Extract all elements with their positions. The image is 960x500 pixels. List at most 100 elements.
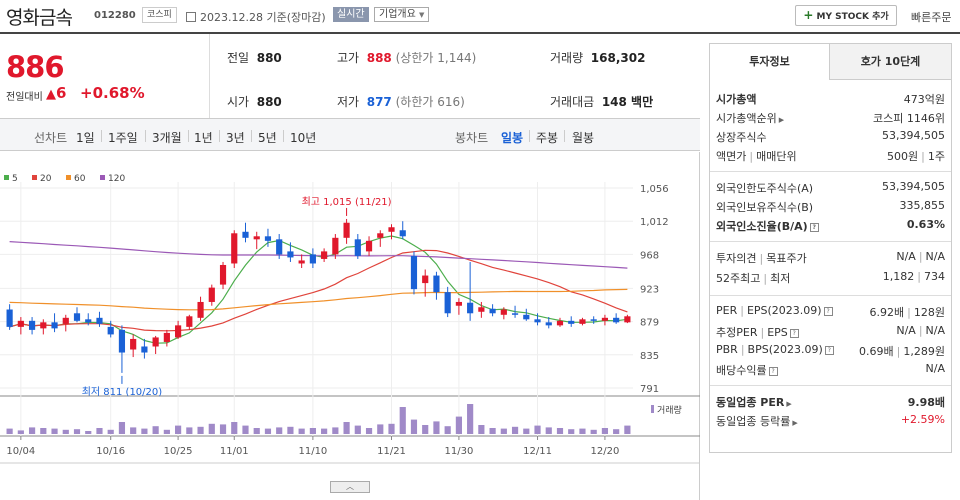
candlestick-chart[interactable]: 5 20 60 120 1,056 1,012 968 923 879 835 791 10/04 10… (0, 152, 700, 500)
volume-bar (422, 425, 429, 434)
candle-body (208, 287, 215, 302)
prev-close: 전일 880 (227, 49, 282, 66)
period-10y[interactable]: 10년 (290, 131, 317, 145)
volume-bar (410, 419, 418, 434)
industry-per-value: 9.98배 (907, 396, 945, 409)
candle-body (107, 326, 114, 335)
y-tick-label: 835 (640, 351, 659, 362)
candle-body (219, 264, 227, 285)
opinion-value: N/A (896, 250, 916, 263)
foreign-ratio-row: 외국인소진율(B/A)? 0.63% (716, 218, 945, 236)
volume-bar (579, 428, 586, 434)
upper-limit: (상한가 1,144) (395, 51, 477, 65)
divider (710, 241, 951, 242)
foreign-limit-value: 53,394,505 (882, 180, 945, 193)
candle-body (62, 317, 69, 324)
high-annotation: 최고 1,015 (11/21) (302, 196, 392, 208)
period-5y[interactable]: 5년 (258, 131, 277, 145)
info-icon[interactable]: ? (768, 367, 778, 376)
pbr-value: 0.69배 (859, 345, 894, 358)
candle-monthly[interactable]: 월봉 (572, 131, 595, 145)
volume-bar (40, 428, 47, 434)
volume-bar (545, 427, 552, 434)
volume-bar (175, 425, 182, 434)
period-1y[interactable]: 1년 (194, 131, 213, 145)
candle-body (141, 346, 148, 353)
candle-body (276, 239, 283, 255)
period-1d[interactable]: 1일 (76, 131, 95, 145)
per-row: PER | EPS(2023.09)? 6.92배 | 128원 (716, 304, 945, 319)
face-unit-row: 액면가 | 매매단위 500원 | 1주 (716, 150, 945, 163)
candle-body (309, 254, 316, 264)
tab-invest-info[interactable]: 투자정보 (710, 44, 830, 80)
candle-body (534, 319, 541, 323)
candle-daily[interactable]: 일봉 (501, 131, 524, 145)
volume-bar (28, 427, 36, 434)
volume-bar (399, 407, 406, 434)
volume-bar (130, 427, 137, 434)
volume-bar (500, 428, 507, 434)
price-chart[interactable]: 5 20 60 120 1,056 1,012 968 923 879 835 791 10/04 10… (0, 152, 700, 500)
volume-bar (219, 424, 227, 434)
candle-body (422, 275, 429, 284)
volume-bar (377, 424, 384, 434)
period-3m[interactable]: 3개월 (152, 131, 182, 145)
x-tick-label: 11/10 (298, 446, 327, 457)
date-label: 2023.12.28 기준(장마감) (200, 11, 326, 24)
candle-body (17, 320, 24, 327)
chart-resize-handle[interactable]: ︿ (330, 481, 370, 493)
info-icon[interactable]: ? (823, 307, 833, 316)
candle-body (287, 251, 294, 258)
prev-close-value: 880 (256, 51, 282, 65)
divider (710, 171, 951, 172)
line-chart-label: 선차트 (34, 131, 68, 145)
cap-rank-row: 시가총액순위 ▶ 코스피 1146위 (716, 110, 945, 128)
volume-bar (601, 428, 609, 434)
info-icon[interactable]: ? (789, 329, 799, 338)
open-price: 시가 880 (227, 93, 282, 110)
volume-value: 168,302 (590, 51, 646, 65)
divider (710, 385, 951, 386)
candle-body (73, 313, 81, 321)
volume-bar (534, 425, 541, 434)
triangle-right-icon: ▶ (786, 400, 792, 408)
candle-body (332, 237, 339, 255)
x-tick-label: 11/01 (220, 446, 249, 457)
ma5-line (9, 235, 628, 344)
candle-body (298, 260, 305, 264)
volume-legend-swatch (651, 405, 654, 413)
dividend-label: 배당수익률 (716, 364, 767, 377)
tab-orderbook[interactable]: 호가 10단계 (830, 44, 951, 80)
candle-body (231, 233, 238, 264)
period-bar: 선차트 1일 1주일 3개월 1년 3년 5년 10년 봉차트 일봉 주봉 월봉 (0, 119, 700, 151)
est-eps-value: N/A (925, 324, 945, 337)
candle-weekly[interactable]: 주봉 (536, 131, 559, 145)
target-value: N/A (925, 250, 945, 263)
header: 영화금속 012280 코스피 2023.12.28 기준(장마감) 실시간 기… (0, 0, 960, 32)
market-cap-row: 시가총액 473억원 (716, 91, 945, 109)
volume-bar (96, 428, 103, 434)
info-icon[interactable]: ? (809, 223, 819, 232)
add-mystock-button[interactable]: + MY STOCK 추가 (795, 5, 897, 26)
period-3y[interactable]: 3년 (226, 131, 245, 145)
low-label: 저가 (337, 95, 360, 109)
quick-order-link[interactable]: 빠른주문 (911, 11, 952, 24)
foreign-hold-value: 335,855 (899, 199, 946, 212)
volume-bar (62, 429, 69, 434)
volume-bar (276, 427, 283, 434)
volume-bar (242, 425, 249, 434)
volume-bar (197, 426, 204, 434)
period-1w[interactable]: 1주일 (108, 131, 138, 145)
shares-label: 상장주식수 (716, 131, 767, 144)
divider (209, 34, 210, 118)
candle-body (511, 313, 519, 315)
candle-body (40, 322, 47, 329)
volume-bar (107, 429, 114, 434)
volume-bar (321, 428, 328, 434)
x-tick-label: 10/04 (6, 446, 35, 457)
info-icon[interactable]: ? (824, 346, 834, 355)
industry-rate-row: 동일업종 등락률 ▶ +2.59% (716, 413, 945, 431)
company-overview-dropdown[interactable]: 기업개요 ▼ (374, 7, 430, 22)
header-divider (0, 32, 960, 34)
realtime-button[interactable]: 실시간 (333, 7, 369, 22)
